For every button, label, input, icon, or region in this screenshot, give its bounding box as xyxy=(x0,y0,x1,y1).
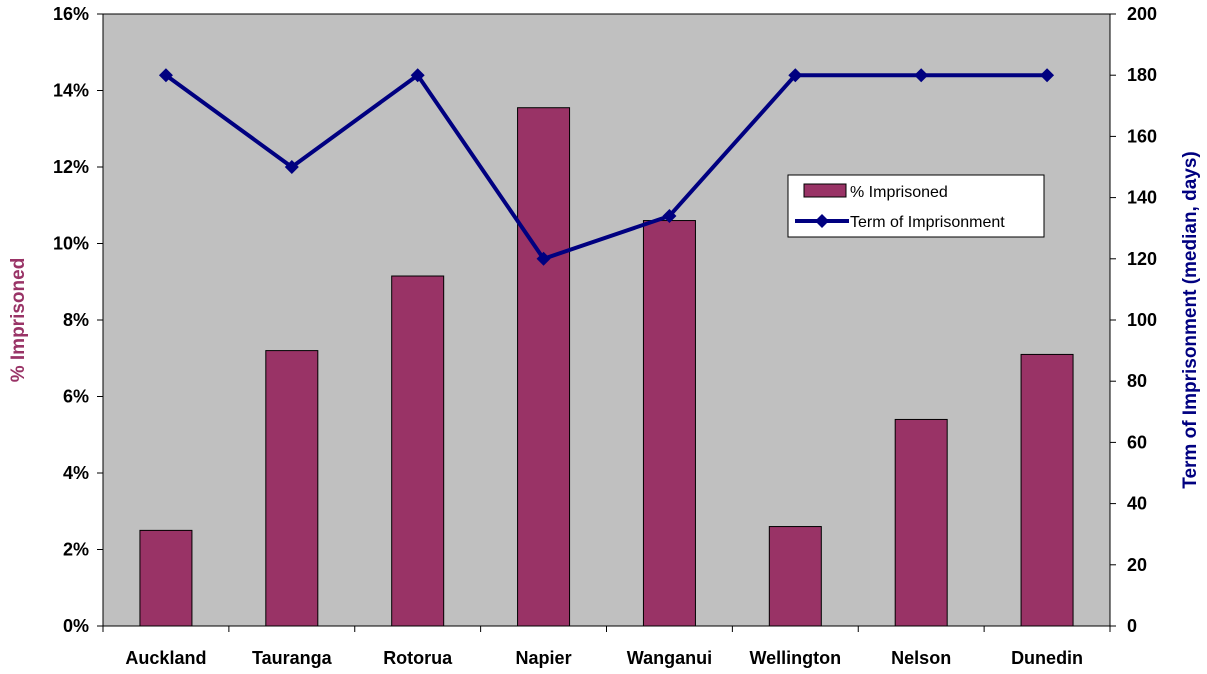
category-label: Napier xyxy=(516,648,572,668)
right-tick-label: 100 xyxy=(1127,310,1157,330)
right-tick-label: 200 xyxy=(1127,4,1157,24)
right-tick-label: 80 xyxy=(1127,371,1147,391)
right-tick-label: 120 xyxy=(1127,249,1157,269)
right-tick-label: 20 xyxy=(1127,555,1147,575)
bar-wellington xyxy=(768,526,822,627)
category-label: Auckland xyxy=(125,648,206,668)
bar-tauranga xyxy=(265,350,319,627)
legend-bar-label: % Imprisoned xyxy=(850,184,948,201)
line-marker-tauranga xyxy=(284,160,299,174)
bar-dunedin xyxy=(1020,353,1074,627)
right-tick-label: 60 xyxy=(1127,432,1147,452)
bar-series xyxy=(139,107,1074,627)
right-axis-title: Term of Imprisonment (median, days) xyxy=(1180,151,1201,488)
bar-napier xyxy=(517,107,571,627)
right-tick-label: 160 xyxy=(1127,126,1157,146)
category-label: Tauranga xyxy=(252,648,333,668)
line-series xyxy=(158,68,1055,266)
line-marker-rotorua xyxy=(410,68,425,83)
left-tick-label: 8% xyxy=(63,310,89,330)
bar-auckland xyxy=(139,529,193,627)
left-tick-label: 4% xyxy=(63,463,89,483)
left-axis-title: % Imprisoned xyxy=(8,258,29,383)
line-marker-auckland xyxy=(158,68,173,83)
category-label: Wanganui xyxy=(627,648,712,668)
legend-line-marker xyxy=(815,214,829,228)
category-axis-ticks: Auckland Tauranga Rotorua Napier Wanganui Wel… xyxy=(102,626,1111,668)
left-axis-ticks: 0% 2% 4% 6% 8% 10% 12% 14% 16% xyxy=(53,4,103,636)
line-marker-nelson xyxy=(914,68,929,83)
bar-wanganui xyxy=(642,220,696,627)
left-tick-label: 16% xyxy=(53,4,89,24)
left-tick-label: 10% xyxy=(53,234,89,254)
line-marker-dunedin xyxy=(1040,68,1055,83)
category-label: Wellington xyxy=(749,648,841,668)
right-tick-label: 140 xyxy=(1127,188,1157,208)
left-tick-label: 14% xyxy=(53,81,89,101)
line-marker-napier xyxy=(536,251,551,266)
line-marker-wellington xyxy=(788,68,803,83)
legend-bar-swatch xyxy=(803,183,847,198)
left-tick-label: 6% xyxy=(63,387,89,407)
line-marker-wanganui xyxy=(662,208,677,223)
plot-area xyxy=(102,13,1111,627)
left-tick-label: 12% xyxy=(53,157,89,177)
right-axis-ticks: 0 20 40 60 80 100 120 140 160 180 200 xyxy=(1110,4,1157,636)
category-label: Dunedin xyxy=(1011,648,1083,668)
right-tick-label: 40 xyxy=(1127,494,1147,514)
right-tick-label: 180 xyxy=(1127,65,1157,85)
legend: % Imprisoned Term of Imprisonment xyxy=(787,174,1045,238)
category-label: Nelson xyxy=(891,648,951,668)
bar-rotorua xyxy=(391,275,445,627)
category-label: Rotorua xyxy=(383,648,453,668)
right-tick-label: 0 xyxy=(1127,616,1137,636)
term-line xyxy=(164,73,1048,261)
legend-line-label: Term of Imprisonment xyxy=(850,214,1005,231)
left-tick-label: 0% xyxy=(63,616,89,636)
bar-nelson xyxy=(894,418,948,627)
left-tick-label: 2% xyxy=(63,540,89,560)
